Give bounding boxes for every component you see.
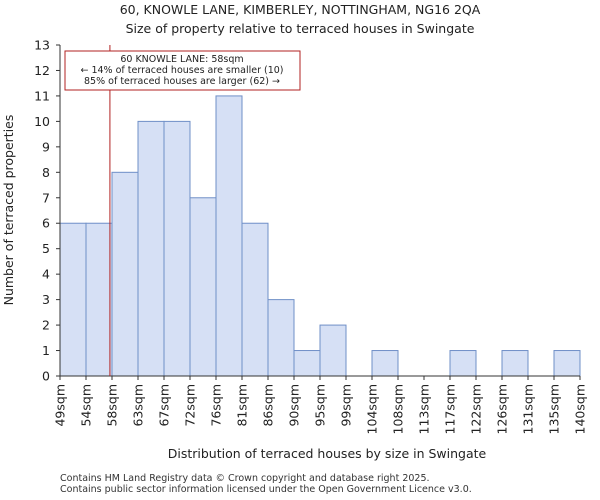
- y-tick-label: 8: [42, 165, 50, 180]
- bar-72sqm: [189, 197, 217, 377]
- y-tick-label: 2: [42, 318, 50, 333]
- x-tick-label: 99sqm: [339, 384, 354, 427]
- x-tick-label: 95sqm: [313, 384, 328, 427]
- bar-126sqm: [501, 350, 529, 377]
- x-tick-label: 126sqm: [495, 384, 510, 434]
- y-tick-label: 5: [42, 241, 50, 256]
- bars-group: [59, 95, 581, 377]
- x-ticks-group: 49sqm 54sqm 58sqm 63sqm 67sqm 72sqm 76sqm 81sqm…: [53, 376, 588, 434]
- x-tick-label: 117sqm: [443, 384, 458, 434]
- footer-line-2: Contains public sector information licen…: [60, 484, 472, 495]
- chart-title: 60, KNOWLE LANE, KIMBERLEY, NOTTINGHAM, …: [120, 2, 481, 17]
- x-tick-label: 72sqm: [183, 384, 198, 427]
- x-tick-label: 108sqm: [391, 384, 406, 434]
- footer-line-1: Contains HM Land Registry data © Crown c…: [60, 473, 430, 484]
- y-tick-label: 4: [42, 267, 50, 282]
- bar-104sqm: [371, 350, 399, 377]
- y-tick-label: 7: [42, 190, 50, 205]
- chart-subtitle: Size of property relative to terraced ho…: [126, 21, 475, 36]
- bar-86sqm: [267, 299, 295, 377]
- bar-76sqm: [215, 95, 243, 377]
- x-axis-label: Distribution of terraced houses by size …: [168, 446, 487, 461]
- annotation-box: 60 KNOWLE LANE: 58sqm ← 14% of terraced …: [64, 50, 301, 91]
- bar-58sqm: [111, 171, 139, 377]
- x-tick-label: 86sqm: [261, 384, 276, 427]
- y-tick-label: 12: [34, 63, 50, 78]
- x-tick-label: 122sqm: [469, 384, 484, 434]
- bar-117sqm: [449, 350, 477, 377]
- x-tick-label: 54sqm: [79, 384, 94, 427]
- y-tick-label: 13: [34, 38, 50, 53]
- y-tick-label: 9: [42, 139, 50, 154]
- bar-54sqm: [85, 222, 113, 377]
- x-tick-label: 113sqm: [417, 384, 432, 434]
- bar-63sqm: [137, 120, 165, 377]
- x-tick-label: 104sqm: [365, 384, 380, 434]
- x-tick-label: 131sqm: [521, 384, 536, 434]
- bar-95sqm: [319, 324, 347, 377]
- bar-81sqm: [241, 222, 269, 377]
- x-tick-label: 135sqm: [547, 384, 562, 434]
- y-tick-label: 0: [42, 369, 50, 384]
- x-tick-label: 63sqm: [131, 384, 146, 427]
- bar-135sqm: [553, 350, 581, 377]
- annotation-line-1: 60 KNOWLE LANE: 58sqm: [120, 54, 243, 65]
- bar-49sqm: [59, 222, 87, 377]
- y-tick-label: 3: [42, 292, 50, 307]
- annotation-line-3: 85% of terraced houses are larger (62) →: [84, 76, 280, 87]
- y-tick-label: 10: [34, 114, 50, 129]
- annotation-line-2: ← 14% of terraced houses are smaller (10…: [80, 65, 283, 76]
- x-tick-label: 90sqm: [287, 384, 302, 427]
- x-tick-label: 76sqm: [209, 384, 224, 427]
- bar-67sqm: [163, 120, 191, 377]
- x-tick-label: 67sqm: [157, 384, 172, 427]
- x-tick-label: 140sqm: [573, 384, 588, 434]
- x-tick-label: 81sqm: [235, 384, 250, 427]
- y-tick-label: 1: [42, 343, 50, 358]
- x-tick-label: 58sqm: [105, 384, 120, 427]
- x-tick-label: 49sqm: [53, 384, 68, 427]
- y-axis-label: Number of terraced properties: [1, 115, 16, 306]
- y-tick-label: 6: [42, 216, 50, 231]
- bar-90sqm: [293, 350, 321, 377]
- y-tick-label: 11: [34, 88, 50, 103]
